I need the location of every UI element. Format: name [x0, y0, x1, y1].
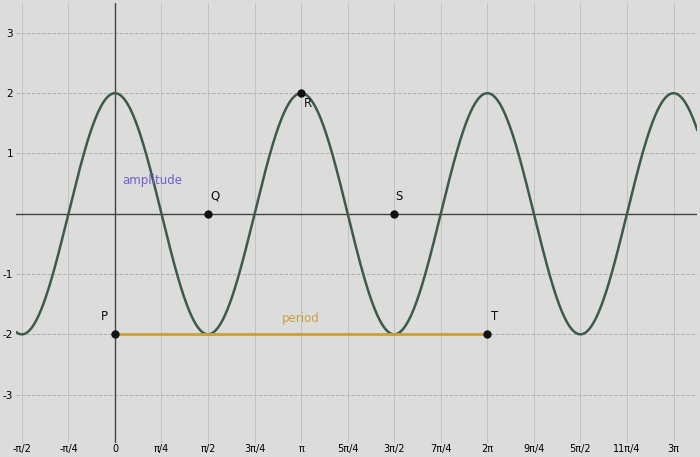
Text: amplitude: amplitude [122, 174, 182, 187]
Text: T: T [491, 310, 498, 324]
Text: Q: Q [211, 190, 220, 203]
Text: period: period [282, 312, 320, 325]
Text: P: P [101, 310, 108, 324]
Text: R: R [304, 97, 312, 110]
Text: S: S [395, 190, 402, 203]
